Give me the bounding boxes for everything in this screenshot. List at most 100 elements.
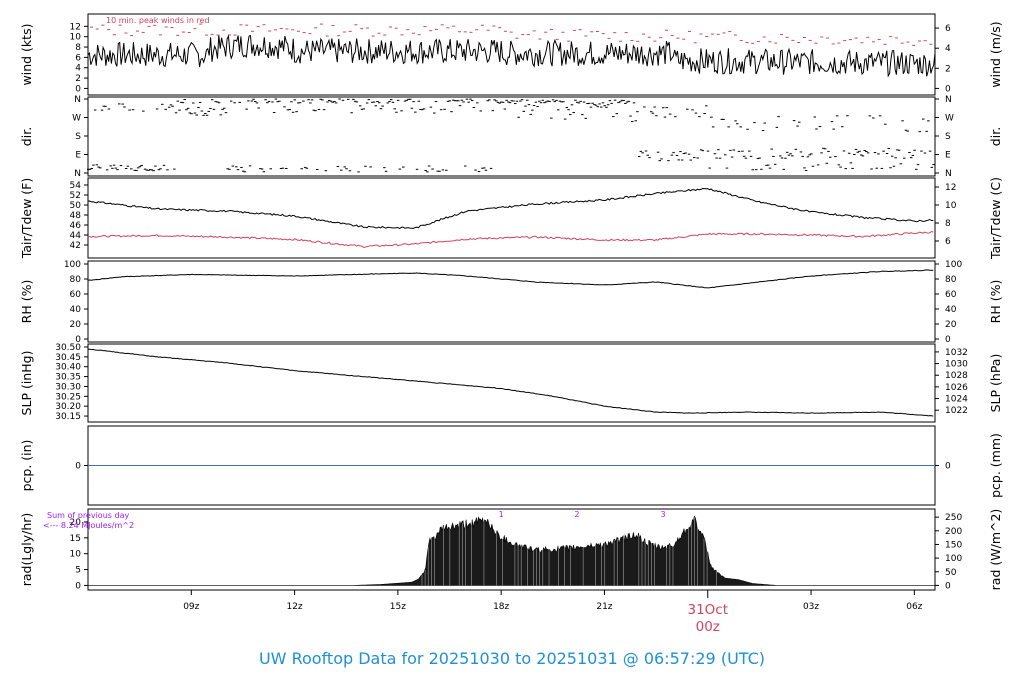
y-tick-label: 2 (75, 74, 81, 84)
y-tick-label: 100 (64, 260, 81, 270)
y-tick-label: 42 (70, 241, 81, 251)
meteogram-figure: wind (kts) wind (m/s) dir. dir. Tair/Tdew (F… (19, 13, 1003, 635)
y-tick-label: 20 (70, 320, 82, 330)
y-axis-label-left: pcp. (in) (19, 440, 34, 492)
y-tick-label: 44 (70, 231, 82, 241)
y-axis-label-left: Tair/Tdew (F) (19, 178, 34, 259)
x-tick-label: 12z (286, 602, 302, 612)
y-tick-label-right: 1028 (945, 371, 968, 381)
y-axis-label-right: Tair/Tdew (C) (988, 177, 1003, 260)
y-tick-label-right: N (945, 169, 952, 179)
y-tick-label: N (74, 95, 81, 105)
y-tick-label: 4 (75, 64, 81, 74)
y-axis-label-left: wind (kts) (19, 24, 34, 86)
y-tick-label-right: 60 (945, 290, 957, 300)
x-tick-label: 03z (803, 602, 819, 612)
y-tick-label: 30.45 (55, 353, 81, 363)
chart-annotation: 10 min. peak winds in red (106, 16, 210, 25)
y-tick-label-right: 6 (945, 237, 951, 247)
y-tick-label-right: 0 (945, 581, 951, 591)
y-tick-label-right: 1030 (945, 360, 968, 370)
panel-frame (87, 343, 936, 423)
y-axis-label-right: rad (W/m^2) (988, 509, 1003, 591)
y-tick-label: S (75, 132, 81, 142)
y-axis-label-left: dir. (19, 127, 34, 146)
panel-frame (87, 13, 936, 96)
figure-title: UW Rooftop Data for 20251030 to 20251031… (258, 649, 766, 668)
y-axis-label-right: SLP (hPa) (988, 354, 1003, 413)
radiation-hour-mark: 1 (499, 510, 504, 519)
y-tick-label: 10 (70, 550, 82, 560)
y-tick-label: W (72, 114, 81, 124)
y-tick-label-right: E (945, 151, 951, 161)
panel-rad: rad(Lgly/hr) rad (W/m^2) (19, 508, 1003, 591)
y-tick-label: 5 (75, 566, 81, 576)
y-axis-label-left: RH (%) (19, 280, 34, 324)
solar-radiation-area (88, 515, 935, 586)
y-tick-label: 30.35 (55, 373, 81, 383)
y-tick-label: 48 (70, 211, 82, 221)
radiation-hour-mark: 3 (660, 510, 665, 519)
y-tick-label-right: 20 (945, 320, 957, 330)
y-tick-label: 60 (70, 290, 82, 300)
y-tick-label: 8 (75, 43, 81, 53)
y-tick-label-right: 4 (945, 44, 951, 54)
panel-frame (87, 260, 936, 343)
radiation-hour-mark: 2 (574, 510, 579, 519)
sea-level-pressure-line (87, 348, 934, 417)
y-tick-label-right: 100 (945, 260, 962, 270)
y-tick-label: 0 (75, 581, 81, 591)
y-tick-label-right: 6 (945, 24, 951, 34)
y-tick-label: 46 (70, 221, 82, 231)
y-tick-label: 20 (70, 518, 82, 528)
y-tick-label: E (75, 151, 81, 161)
y-axis-label-right: wind (m/s) (988, 21, 1003, 87)
wind-speed-line (87, 34, 936, 78)
x-tick-label: 06z (906, 602, 922, 612)
y-tick-label-right: 80 (945, 275, 957, 285)
dewpoint-line (88, 230, 934, 248)
y-tick-label: 30.15 (55, 412, 81, 422)
y-tick-label: 30.25 (55, 392, 81, 402)
x-date-hour-label: 00z (696, 619, 720, 635)
air-temperature-line (87, 187, 934, 230)
y-tick-label: 6 (75, 53, 81, 63)
panel-frame (87, 177, 936, 259)
y-tick-label: 30.30 (55, 382, 81, 392)
y-tick-label: 0 (75, 335, 81, 345)
y-tick-label: 0 (75, 84, 81, 94)
y-tick-label-right: 1032 (945, 348, 968, 358)
panel-slp: SLP (inHg) SLP (hPa) (19, 343, 1003, 423)
y-tick-label-right: 40 (945, 305, 957, 315)
y-tick-label-right: N (945, 95, 952, 105)
y-tick-label-right: 12 (945, 183, 956, 193)
panel-temp: Tair/Tdew (F) Tair/Tdew (C) (19, 177, 1003, 260)
y-tick-label-right: W (945, 114, 954, 124)
y-tick-label: N (74, 169, 81, 179)
y-tick-label: 12 (70, 22, 81, 32)
x-tick-label: 09z (183, 602, 199, 612)
y-tick-label-right: 1026 (945, 383, 968, 393)
radiation-annotation: Sum of previous day (47, 511, 129, 520)
panel-rh: RH (%) RH (%) (19, 260, 1003, 343)
y-tick-label: 0 (75, 462, 81, 472)
y-tick-label: 10 (70, 33, 82, 43)
x-tick-label: 15z (390, 602, 406, 612)
y-axis-label-right: dir. (988, 127, 1003, 146)
y-tick-label: 40 (70, 305, 82, 315)
y-tick-label-right: 0 (945, 335, 951, 345)
y-tick-label-right: 1024 (945, 395, 968, 405)
panel-frame (87, 508, 936, 591)
y-tick-label: 15 (70, 534, 81, 544)
y-tick-label-right: 10 (945, 201, 957, 211)
y-tick-label-right: 250 (945, 513, 962, 523)
y-axis-label-left: rad(Lgly/hr) (19, 513, 34, 587)
y-tick-label: 80 (70, 275, 82, 285)
y-axis-label-right: RH (%) (988, 280, 1003, 324)
y-tick-label-right: 0 (945, 462, 951, 472)
y-tick-label: 54 (70, 181, 82, 191)
y-tick-label-right: S (945, 132, 951, 142)
y-tick-label-right: 2 (945, 64, 951, 74)
panel-frame (87, 96, 936, 177)
y-axis-label-right: pcp. (mm) (988, 433, 1003, 498)
